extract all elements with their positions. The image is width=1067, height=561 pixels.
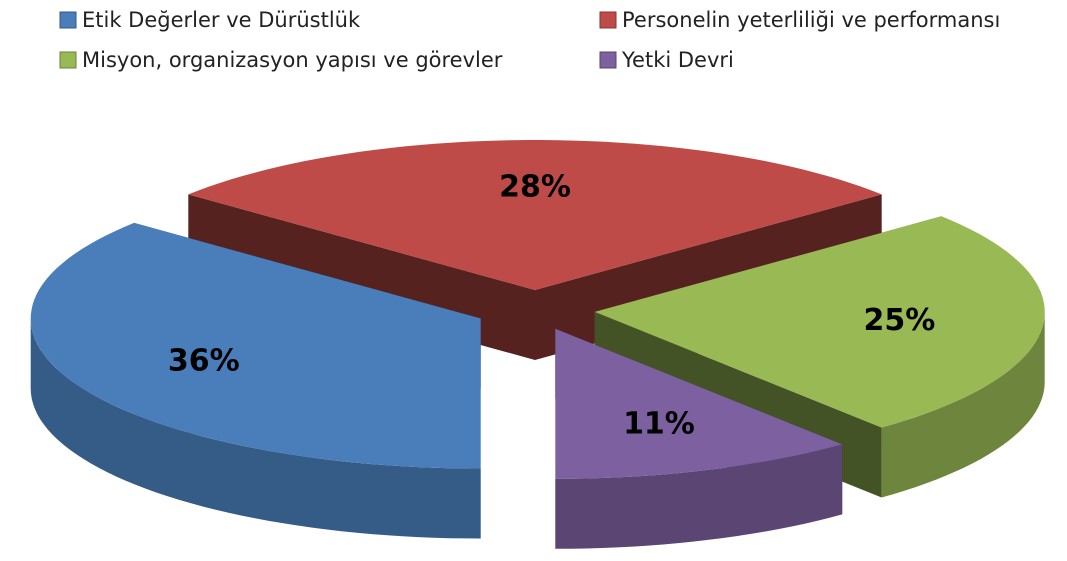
legend-swatch [599, 51, 617, 69]
slice-side [881, 311, 1045, 498]
slice-side [30, 318, 481, 539]
data-label: 25% [863, 303, 935, 338]
slice-side [555, 444, 843, 549]
slice [30, 222, 481, 469]
legend-label: Etik Değerler ve Dürüstlük [82, 8, 361, 32]
legend-label: Personelin yeterliliği ve performansı [622, 8, 1000, 32]
slice [594, 216, 1045, 428]
legend-label: Misyon, organizasyon yapısı ve görevler [82, 48, 503, 72]
slice [555, 328, 843, 479]
legend-swatch [59, 11, 77, 29]
data-label: 28% [499, 170, 571, 205]
slice [188, 140, 882, 290]
legend-swatch [599, 11, 617, 29]
legend-swatch [59, 51, 77, 69]
data-label: 11% [623, 406, 695, 441]
data-label: 36% [168, 343, 240, 378]
legend-label: Yetki Devri [621, 48, 734, 72]
